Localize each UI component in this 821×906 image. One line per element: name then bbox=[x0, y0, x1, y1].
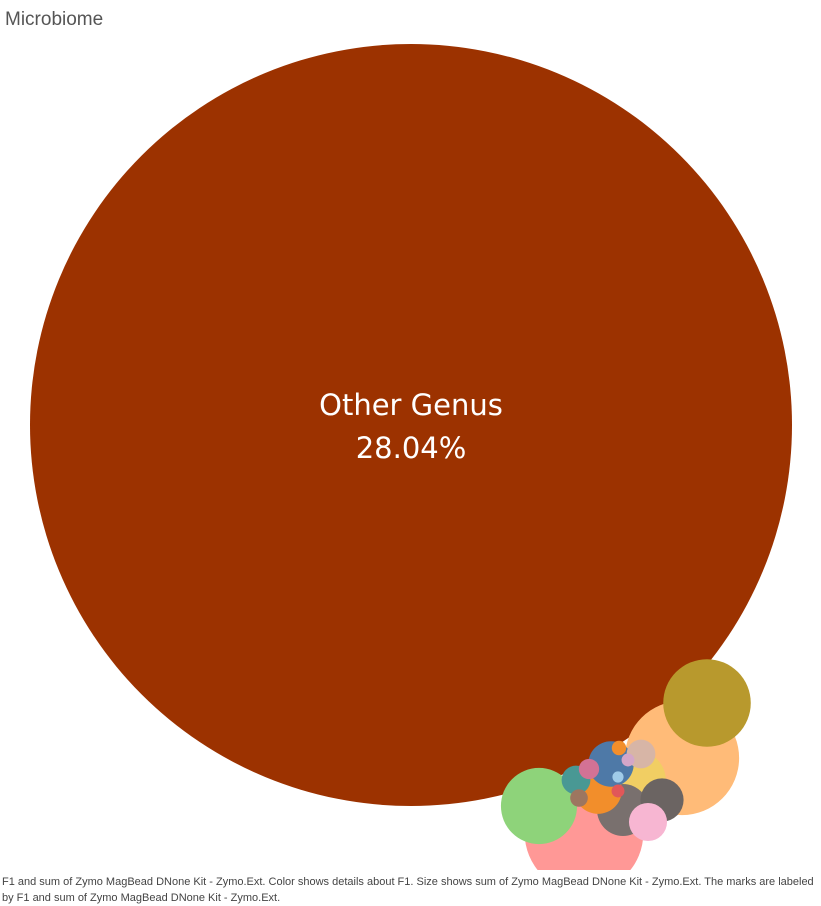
bubble-0[interactable] bbox=[30, 44, 792, 806]
bubble-17[interactable] bbox=[621, 753, 635, 767]
bubble-15[interactable] bbox=[611, 740, 627, 756]
bubble-4[interactable] bbox=[500, 767, 578, 845]
bubble-chart: Other Genus 28.04% bbox=[30, 44, 792, 870]
chart-caption: F1 and sum of Zymo MagBead DNone Kit - Z… bbox=[2, 876, 814, 904]
chart-title: Microbiome bbox=[5, 9, 104, 30]
bubble-label-name: Other Genus bbox=[319, 388, 503, 422]
bubble-label-value: 28.04% bbox=[356, 431, 467, 465]
bubble-13[interactable] bbox=[578, 758, 600, 780]
bubble-18[interactable] bbox=[612, 771, 624, 783]
bubble-14[interactable] bbox=[570, 789, 588, 807]
bubble-10[interactable] bbox=[628, 802, 668, 842]
bubble-16[interactable] bbox=[611, 784, 625, 798]
bubble-3[interactable] bbox=[663, 659, 751, 747]
